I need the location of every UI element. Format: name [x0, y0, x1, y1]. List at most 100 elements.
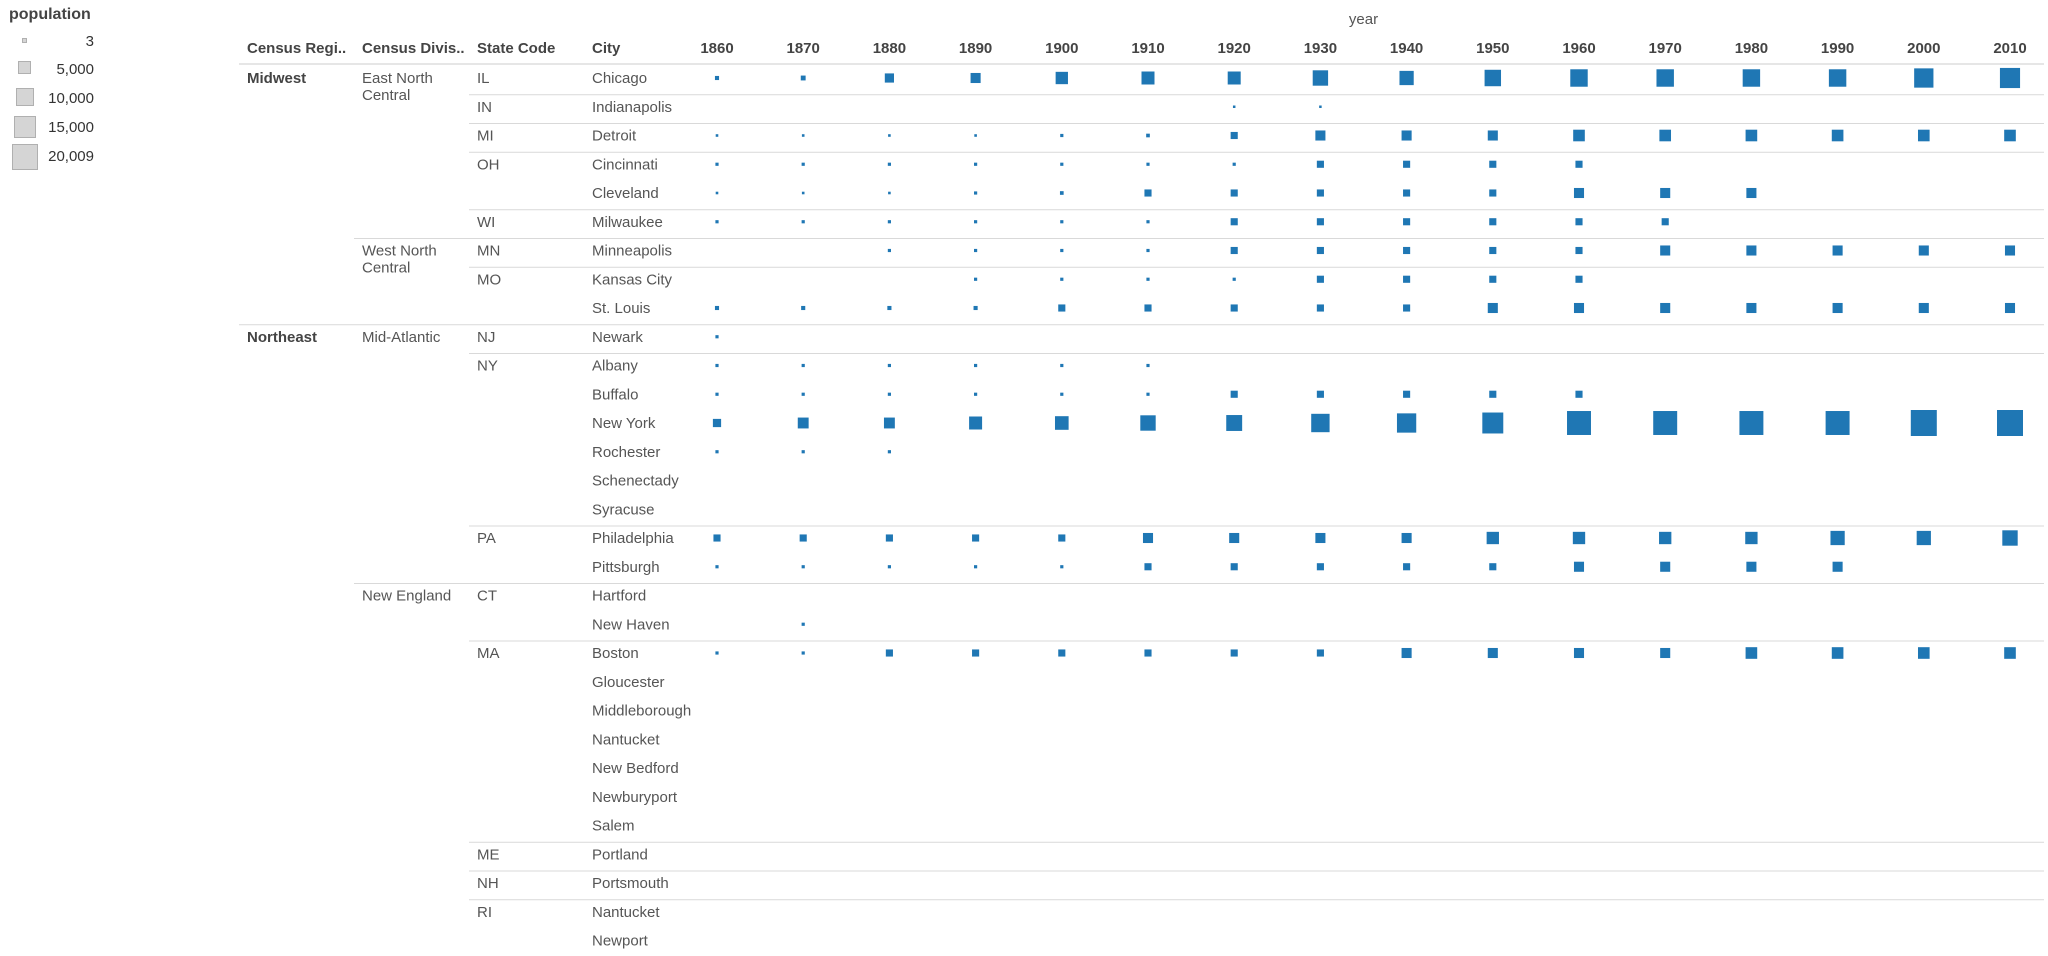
population-square: [1316, 160, 1324, 168]
population-square: [1567, 411, 1591, 435]
state-code-label: ME: [477, 846, 500, 863]
population-square: [801, 392, 805, 396]
population-square: [1060, 363, 1064, 368]
population-square: [1060, 248, 1064, 253]
population-square: [1660, 187, 1671, 199]
population-square: [1316, 218, 1324, 226]
city-label: New Haven: [592, 616, 670, 633]
population-square: [1403, 160, 1411, 168]
population-square: [1575, 275, 1583, 283]
legend-square: [14, 116, 36, 138]
population-square: [1055, 71, 1068, 85]
population-square: [1060, 133, 1064, 138]
population-square: [1832, 302, 1843, 314]
population-square: [1572, 531, 1586, 545]
city-label: Nantucket: [592, 731, 660, 748]
population-square: [974, 134, 977, 137]
city-label: Portland: [592, 846, 648, 863]
population-square: [1146, 392, 1150, 396]
city-label: Nantucket: [592, 904, 660, 921]
population-square: [1403, 246, 1411, 255]
population-square: [1232, 105, 1236, 108]
population-square: [1230, 563, 1238, 571]
population-square: [1316, 649, 1324, 657]
population-square: [1060, 392, 1064, 396]
year-header: 1910: [1131, 40, 1164, 57]
population-square: [2004, 129, 2016, 142]
state-code-label: NY: [477, 358, 498, 375]
city-label: Cleveland: [592, 185, 659, 202]
year-header: 1880: [873, 40, 906, 57]
population-square: [1140, 415, 1156, 431]
population-square: [1487, 302, 1498, 314]
population-square: [801, 162, 805, 166]
population-square: [715, 220, 719, 224]
population-square: [1831, 129, 1844, 142]
city-label: Cincinnati: [592, 156, 658, 173]
population-square: [715, 134, 719, 137]
population-square: [1831, 647, 1844, 659]
population-square: [969, 416, 983, 430]
population-square: [1403, 218, 1411, 226]
population-square: [1058, 649, 1066, 657]
population-square: [1484, 69, 1502, 87]
population-square: [1489, 160, 1497, 168]
population-square: [1316, 390, 1324, 398]
legend-item: 10,000: [0, 86, 100, 114]
city-label: Kansas City: [592, 271, 673, 288]
population-square: [2002, 530, 2018, 546]
population-square: [1482, 412, 1504, 434]
population-square: [1656, 69, 1674, 87]
population-square: [801, 622, 805, 626]
city-label: Portsmouth: [592, 875, 669, 892]
city-label: Detroit: [592, 128, 637, 145]
population-square: [1401, 130, 1412, 141]
legend-label: 5,000: [56, 61, 94, 78]
population-square: [1918, 302, 1929, 314]
population-square: [1746, 561, 1757, 572]
population-square: [1746, 245, 1757, 256]
city-label: Rochester: [592, 444, 660, 461]
population-square: [715, 162, 719, 166]
population-square: [801, 134, 805, 137]
population-square: [1060, 277, 1064, 281]
population-square: [974, 248, 978, 253]
population-square: [1230, 189, 1238, 197]
population-square: [1311, 413, 1330, 433]
population-square: [1916, 530, 1931, 546]
population-square: [973, 305, 978, 311]
population-square: [1401, 647, 1412, 659]
population-square: [1403, 563, 1411, 571]
population-square: [715, 450, 719, 454]
city-label: Boston: [592, 645, 639, 662]
legend-item: 20,009: [0, 142, 100, 170]
population-square: [974, 392, 978, 396]
legend-label: 15,000: [48, 119, 94, 136]
population-square: [883, 417, 895, 429]
population-square: [1146, 162, 1150, 166]
population-square: [1144, 649, 1152, 657]
population-square: [1659, 129, 1672, 142]
population-square: [887, 363, 891, 368]
city-label: Buffalo: [592, 386, 638, 403]
size-legend: population 3 5,000 10,000 15,000 20,009: [0, 0, 110, 180]
population-square: [714, 75, 720, 81]
state-code-label: MN: [477, 243, 500, 260]
population-square: [1575, 160, 1583, 168]
row-header: City: [592, 40, 621, 57]
population-square: [1229, 532, 1240, 544]
city-label: Newburyport: [592, 789, 678, 806]
population-square: [2004, 245, 2016, 256]
legend-square: [18, 61, 31, 74]
population-square: [1487, 647, 1498, 659]
city-label: Salem: [592, 818, 635, 835]
population-square: [801, 191, 805, 195]
legend-square: [12, 144, 38, 170]
year-header: 1930: [1304, 40, 1337, 57]
population-square: [1059, 191, 1064, 195]
population-square: [801, 450, 805, 454]
population-square: [1058, 304, 1066, 312]
population-square: [1489, 189, 1497, 197]
population-square: [2004, 302, 2016, 314]
population-square: [1316, 246, 1324, 255]
